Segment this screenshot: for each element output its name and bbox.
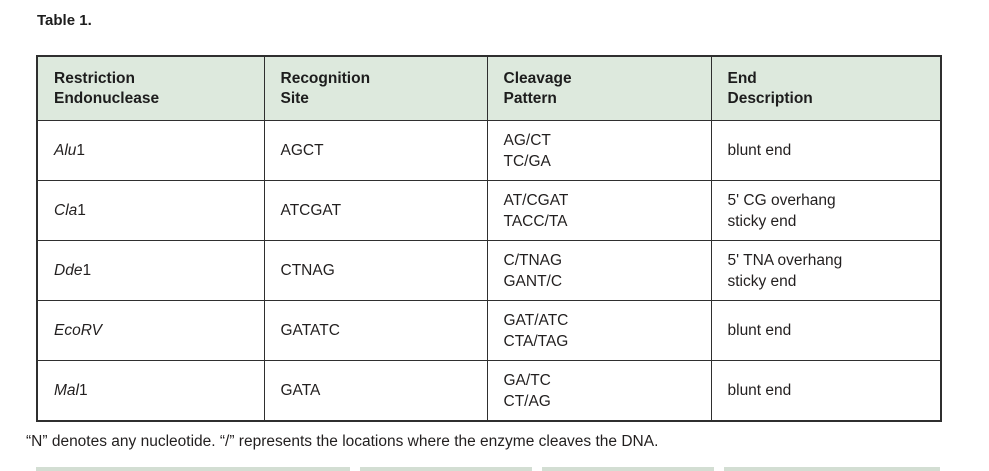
- enzyme-name-suffix: 1: [77, 202, 86, 219]
- end-description-cell: blunt end: [710, 300, 942, 361]
- enzyme-name-cell: Dde1: [36, 240, 265, 301]
- header-line: Recognition: [280, 69, 371, 87]
- end-description-line: sticky end: [727, 272, 797, 290]
- end-description-line: blunt end: [727, 142, 792, 159]
- table-title: Table 1.: [37, 12, 92, 29]
- end-description-cell: blunt end: [710, 120, 942, 181]
- cleavage-top-strand: GA/TC: [503, 371, 551, 389]
- end-description-cell: blunt end: [710, 360, 942, 422]
- enzyme-name-italic: Dde: [54, 262, 83, 279]
- header-end-description: End Description: [710, 55, 942, 121]
- restriction-enzyme-table: Restriction Endonuclease Recognition Sit…: [36, 55, 942, 422]
- cleavage-pattern-cell: AT/CGAT TACC/TA: [486, 180, 712, 241]
- recognition-site-cell: GATA: [263, 360, 488, 422]
- recognition-site-cell: ATCGAT: [263, 180, 488, 241]
- strip-gap: [350, 467, 360, 471]
- header-restriction-endonuclease: Restriction Endonuclease: [36, 55, 265, 121]
- strip-gap: [714, 467, 724, 471]
- cleavage-pattern-cell: GAT/ATC CTA/TAG: [486, 300, 712, 361]
- recognition-site-cell: AGCT: [263, 120, 488, 181]
- enzyme-name-cell: Mal1: [36, 360, 265, 422]
- cleavage-pattern-cell: C/TNAG GANT/C: [486, 240, 712, 301]
- header-line: Description: [727, 89, 813, 107]
- enzyme-name-cell: Cla1: [36, 180, 265, 241]
- table-row: Alu1 AGCT AG/CT TC/GA blunt end: [36, 120, 942, 181]
- enzyme-name-italic: Mal: [54, 382, 79, 399]
- cleavage-pattern-cell: GA/TC CT/AG: [486, 360, 712, 422]
- end-description-line: 5' CG overhang: [727, 191, 836, 209]
- header-line: Cleavage: [503, 69, 572, 87]
- table-row: Cla1 ATCGAT AT/CGAT TACC/TA 5' CG overha…: [36, 180, 942, 241]
- header-line: Pattern: [503, 89, 557, 107]
- cleavage-top-strand: AT/CGAT: [503, 191, 569, 209]
- strip-gap: [532, 467, 542, 471]
- enzyme-name-italic: EcoRV: [54, 322, 102, 339]
- recognition-site-cell: CTNAG: [263, 240, 488, 301]
- cleavage-bottom-strand: TACC/TA: [503, 212, 568, 230]
- cleavage-pattern-cell: AG/CT TC/GA: [486, 120, 712, 181]
- cleavage-bottom-strand: CT/AG: [503, 392, 551, 410]
- cutoff-next-table-edge: [36, 467, 940, 471]
- header-line: Site: [280, 89, 309, 107]
- end-description-line: blunt end: [727, 322, 792, 339]
- enzyme-name-suffix: 1: [78, 382, 88, 399]
- table-header-row: Restriction Endonuclease Recognition Sit…: [36, 55, 942, 121]
- end-description-line: 5' TNA overhang: [727, 251, 843, 269]
- enzyme-name-suffix: 1: [82, 262, 92, 279]
- cleavage-top-strand: AG/CT: [503, 131, 551, 149]
- cleavage-bottom-strand: TC/GA: [503, 152, 551, 170]
- table-row: EcoRV GATATC GAT/ATC CTA/TAG blunt end: [36, 300, 942, 361]
- enzyme-name-italic: Cla: [54, 202, 78, 219]
- enzyme-name-cell: Alu1: [36, 120, 265, 181]
- enzyme-name-italic: Alu: [54, 142, 77, 159]
- header-line: Restriction: [54, 69, 135, 87]
- cleavage-top-strand: C/TNAG: [503, 251, 563, 269]
- table-footnote: “N” denotes any nucleotide. “/” represen…: [26, 433, 659, 450]
- header-line: End: [727, 69, 757, 87]
- cleavage-bottom-strand: CTA/TAG: [503, 332, 569, 350]
- cleavage-top-strand: GAT/ATC: [503, 311, 569, 329]
- header-cleavage-pattern: Cleavage Pattern: [486, 55, 712, 121]
- header-recognition-site: Recognition Site: [263, 55, 488, 121]
- recognition-site-cell: GATATC: [263, 300, 488, 361]
- table-row: Mal1 GATA GA/TC CT/AG blunt end: [36, 360, 942, 422]
- enzyme-name-cell: EcoRV: [36, 300, 265, 361]
- table-row: Dde1 CTNAG C/TNAG GANT/C 5' TNA overhang…: [36, 240, 942, 301]
- end-description-line: sticky end: [727, 212, 797, 230]
- end-description-cell: 5' TNA overhang sticky end: [710, 240, 942, 301]
- enzyme-name-suffix: 1: [76, 142, 86, 159]
- end-description-line: blunt end: [727, 382, 792, 399]
- end-description-cell: 5' CG overhang sticky end: [710, 180, 942, 241]
- cleavage-bottom-strand: GANT/C: [503, 272, 563, 290]
- header-line: Endonuclease: [54, 89, 160, 107]
